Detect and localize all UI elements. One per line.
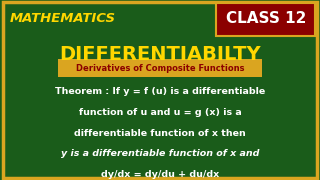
Text: differentiable function of x then: differentiable function of x then [74,129,246,138]
Text: MATHEMATICS: MATHEMATICS [10,12,116,25]
Text: y is a differentiable function of x and: y is a differentiable function of x and [61,149,259,158]
Text: DIFFERENTIABILTY: DIFFERENTIABILTY [59,44,261,64]
FancyBboxPatch shape [216,3,315,36]
Text: Theorem : If y = f (u) is a differentiable: Theorem : If y = f (u) is a differentiab… [55,87,265,96]
Text: function of u and u = g (x) is a: function of u and u = g (x) is a [79,108,241,117]
Text: dy/dx = dy/du + du/dx: dy/dx = dy/du + du/dx [101,170,219,179]
Text: Derivatives of Composite Functions: Derivatives of Composite Functions [76,64,244,73]
FancyBboxPatch shape [58,59,262,76]
Text: CLASS 12: CLASS 12 [226,11,307,26]
